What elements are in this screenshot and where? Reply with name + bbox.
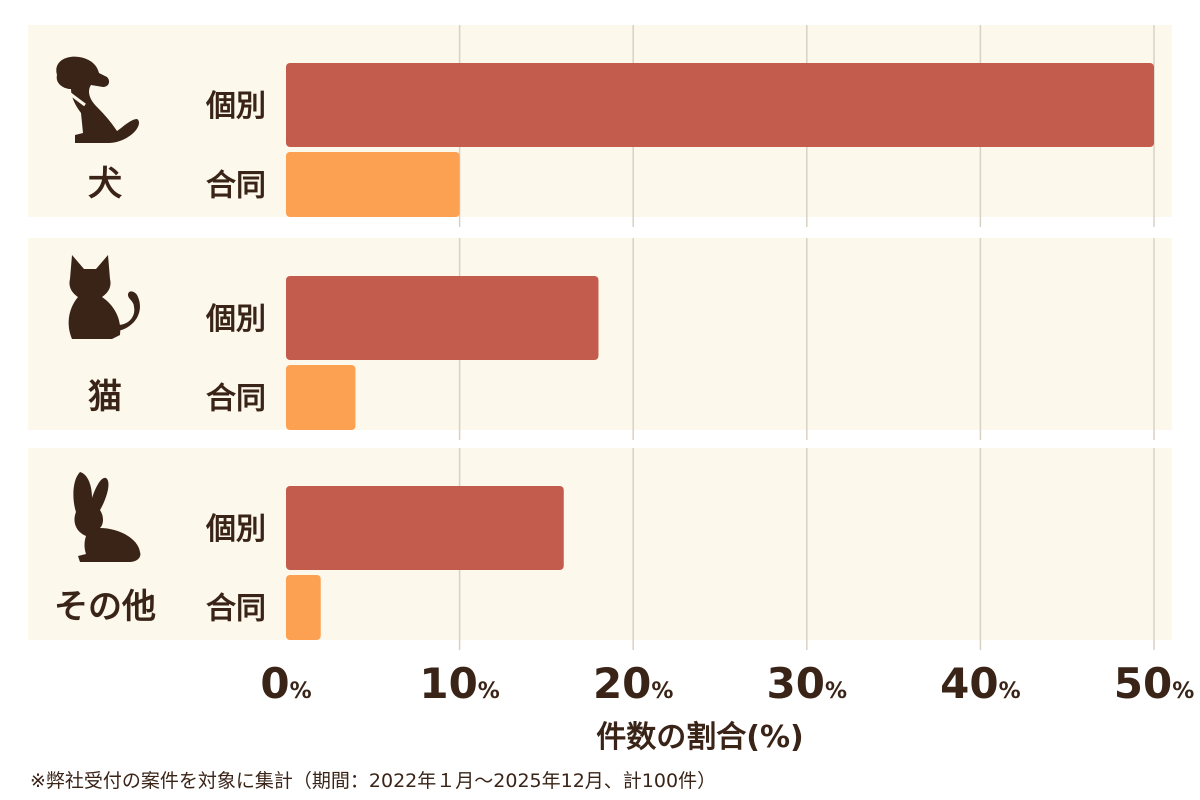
dog-icon: [56, 56, 139, 143]
bar-label: 個別: [205, 89, 266, 124]
bar: [286, 486, 564, 570]
tick-label: 10%: [419, 659, 499, 708]
group-backgrounds: [28, 25, 1172, 640]
bar: [286, 575, 321, 640]
tick-label: 30%: [767, 659, 848, 708]
bar-label: 合同: [206, 382, 266, 417]
tick-label: 40%: [940, 659, 1021, 708]
bar-label: 個別: [205, 302, 266, 337]
bar: [286, 276, 599, 360]
group-label: 猫: [88, 377, 122, 417]
group-label: 犬: [88, 164, 122, 204]
tick-label: 50%: [1114, 659, 1195, 708]
bar-label: 合同: [206, 592, 266, 627]
rabbit-icon: [73, 472, 141, 562]
footnote: ※弊社受付の案件を対象に集計（期間：2022年１月～2025年12月、計100件…: [30, 770, 717, 792]
x-axis-title: 件数の割合(%): [596, 720, 803, 755]
tick-label: 20%: [593, 659, 674, 708]
cat-icon: [68, 255, 140, 339]
bar-label: 合同: [206, 169, 266, 204]
bar-label: 個別: [205, 512, 266, 547]
bar: [286, 152, 460, 217]
icons: [56, 56, 141, 562]
bars: [286, 63, 1154, 640]
group-label: その他: [54, 587, 156, 627]
group-background: [28, 238, 1172, 430]
bar: [286, 63, 1154, 147]
tick-label: 0%: [260, 659, 311, 708]
bar: [286, 365, 356, 430]
group-background: [28, 448, 1172, 640]
